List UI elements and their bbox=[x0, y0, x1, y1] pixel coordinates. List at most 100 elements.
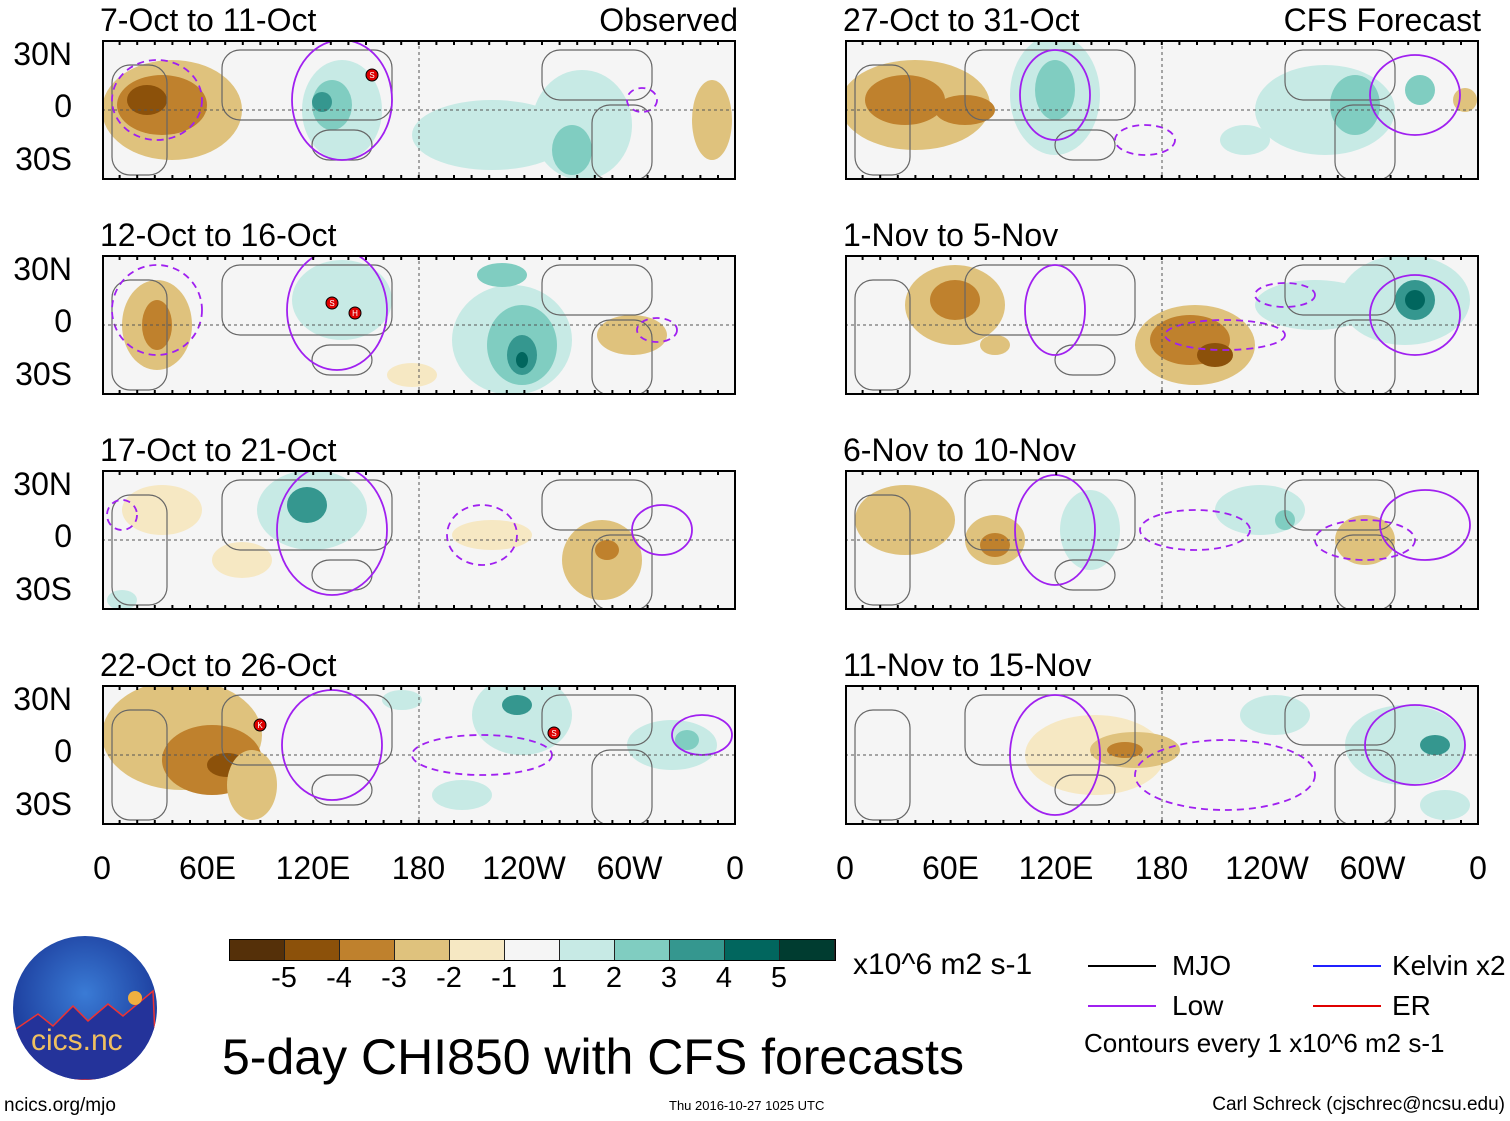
coastline bbox=[221, 694, 393, 766]
panel-title: 27-Oct to 31-Oct bbox=[843, 2, 1080, 38]
coastline bbox=[854, 64, 911, 176]
map-panel: 17-Oct to 21-Oct 30N 0 30S bbox=[13, 432, 736, 610]
map bbox=[845, 40, 1479, 180]
lat-label: 30S bbox=[15, 356, 72, 392]
low-contour bbox=[446, 504, 518, 566]
lon-label: 0 bbox=[93, 850, 111, 886]
colorbar-swatch bbox=[340, 940, 395, 960]
coastline bbox=[1334, 319, 1396, 395]
anomaly-shading bbox=[212, 542, 272, 578]
cyclone-marker: S bbox=[547, 726, 561, 740]
svg-text:S: S bbox=[369, 71, 374, 80]
cyclone-marker: H bbox=[348, 306, 362, 320]
map-panel: S 7-Oct to 11-Oct Observed 30N 0 30S bbox=[13, 2, 738, 180]
map bbox=[845, 470, 1479, 610]
lat-label: 0 bbox=[54, 518, 72, 554]
coastline bbox=[311, 774, 373, 806]
low-contour bbox=[1254, 282, 1316, 308]
coastline bbox=[541, 49, 653, 101]
panel-title: 7-Oct to 11-Oct bbox=[100, 2, 317, 38]
url-link[interactable]: ncics.org/mjo bbox=[4, 1095, 116, 1116]
legend-low: Low bbox=[1172, 990, 1224, 1021]
colorbar-label: 1 bbox=[550, 962, 568, 994]
map-panel: K S 22-Oct to 26-Oct 30N 0 30S bbox=[13, 647, 736, 825]
anomaly-shading bbox=[452, 520, 532, 550]
anomaly-shading bbox=[387, 363, 437, 387]
coastline bbox=[591, 534, 653, 610]
lon-label: 180 bbox=[1134, 850, 1189, 886]
colorbar-swatch bbox=[725, 940, 780, 960]
coastline bbox=[1054, 774, 1116, 806]
anomaly-shading bbox=[502, 695, 532, 715]
colorbar-swatch bbox=[670, 940, 725, 960]
low-contour bbox=[1014, 474, 1096, 586]
low-contour bbox=[1369, 54, 1461, 136]
colorbar-swatch bbox=[230, 940, 285, 960]
anomaly-shading bbox=[1240, 695, 1310, 735]
colorbar bbox=[229, 939, 836, 961]
lat-label: 30N bbox=[13, 681, 72, 717]
low-contour bbox=[291, 40, 393, 161]
anomaly-shading bbox=[552, 125, 592, 175]
anomaly-shading bbox=[980, 335, 1010, 355]
coastline bbox=[591, 749, 653, 825]
coastline bbox=[541, 264, 653, 316]
panel-title: 12-Oct to 16-Oct bbox=[100, 217, 337, 253]
low-contour bbox=[1134, 739, 1316, 811]
lat-label: 30S bbox=[15, 571, 72, 607]
lon-label: 60E bbox=[179, 850, 236, 886]
anomaly-shading bbox=[472, 685, 572, 755]
legend-line-low bbox=[1088, 1005, 1156, 1007]
anomaly-shading bbox=[127, 85, 167, 115]
coastline bbox=[1334, 534, 1396, 610]
coastline bbox=[311, 344, 373, 376]
coastline bbox=[1334, 104, 1396, 180]
anomaly-shading bbox=[382, 690, 422, 710]
lon-label: 60W bbox=[1339, 850, 1406, 886]
coastline bbox=[541, 479, 653, 531]
lon-label: 120W bbox=[1225, 850, 1309, 886]
panel-title: 1-Nov to 5-Nov bbox=[843, 217, 1059, 253]
coastline bbox=[591, 104, 653, 180]
low-contour bbox=[1364, 704, 1466, 786]
cyclone-marker: K bbox=[253, 718, 267, 732]
legend-line-kelvin bbox=[1313, 965, 1381, 967]
map-panel: 1-Nov to 5-Nov bbox=[843, 217, 1479, 395]
coastline bbox=[111, 709, 168, 821]
anomaly-shading bbox=[516, 352, 528, 368]
low-contour bbox=[1024, 264, 1086, 356]
panel-subtitle: Observed bbox=[599, 2, 738, 38]
colorbar-label: -4 bbox=[326, 962, 352, 994]
colorbar-units: x10^6 m2 s-1 bbox=[853, 948, 1033, 981]
anomaly-shading bbox=[412, 100, 572, 170]
anomaly-shading bbox=[1035, 60, 1075, 120]
panel-title: 11-Nov to 15-Nov bbox=[843, 647, 1092, 683]
colorbar-label: -3 bbox=[381, 962, 407, 994]
lat-label: 0 bbox=[54, 88, 72, 124]
colorbar-swatch bbox=[780, 940, 835, 960]
low-contour bbox=[1114, 124, 1176, 156]
map-panel: S H 12-Oct to 16-Oct 30N 0 30S bbox=[13, 217, 736, 395]
coastline bbox=[964, 479, 1136, 551]
map-panel: 11-Nov to 15-Nov bbox=[843, 647, 1479, 825]
lat-label: 30S bbox=[15, 786, 72, 822]
colorbar-label: 3 bbox=[660, 962, 678, 994]
logo-text: cics.nc bbox=[31, 1024, 123, 1057]
anomaly-shading bbox=[562, 520, 642, 600]
map: SH bbox=[102, 255, 736, 395]
lon-label: 0 bbox=[1469, 850, 1487, 886]
colorbar-label: -1 bbox=[491, 962, 517, 994]
anomaly-shading bbox=[980, 533, 1010, 557]
panel-title: 22-Oct to 26-Oct bbox=[100, 647, 337, 683]
panel-title: 6-Nov to 10-Nov bbox=[843, 432, 1076, 468]
lon-label: 60E bbox=[922, 850, 979, 886]
anomaly-shading bbox=[595, 540, 619, 560]
coastline bbox=[1284, 49, 1396, 101]
anomaly-shading bbox=[692, 80, 732, 160]
panel-subtitle: CFS Forecast bbox=[1283, 2, 1481, 38]
legend-kelvin: Kelvin x2 bbox=[1392, 950, 1506, 981]
figure-title: 5-day CHI850 with CFS forecasts bbox=[222, 1029, 964, 1085]
anomaly-shading bbox=[227, 750, 277, 820]
contour-note: Contours every 1 x10^6 m2 s-1 bbox=[1084, 1028, 1445, 1058]
coastline bbox=[1284, 694, 1396, 746]
